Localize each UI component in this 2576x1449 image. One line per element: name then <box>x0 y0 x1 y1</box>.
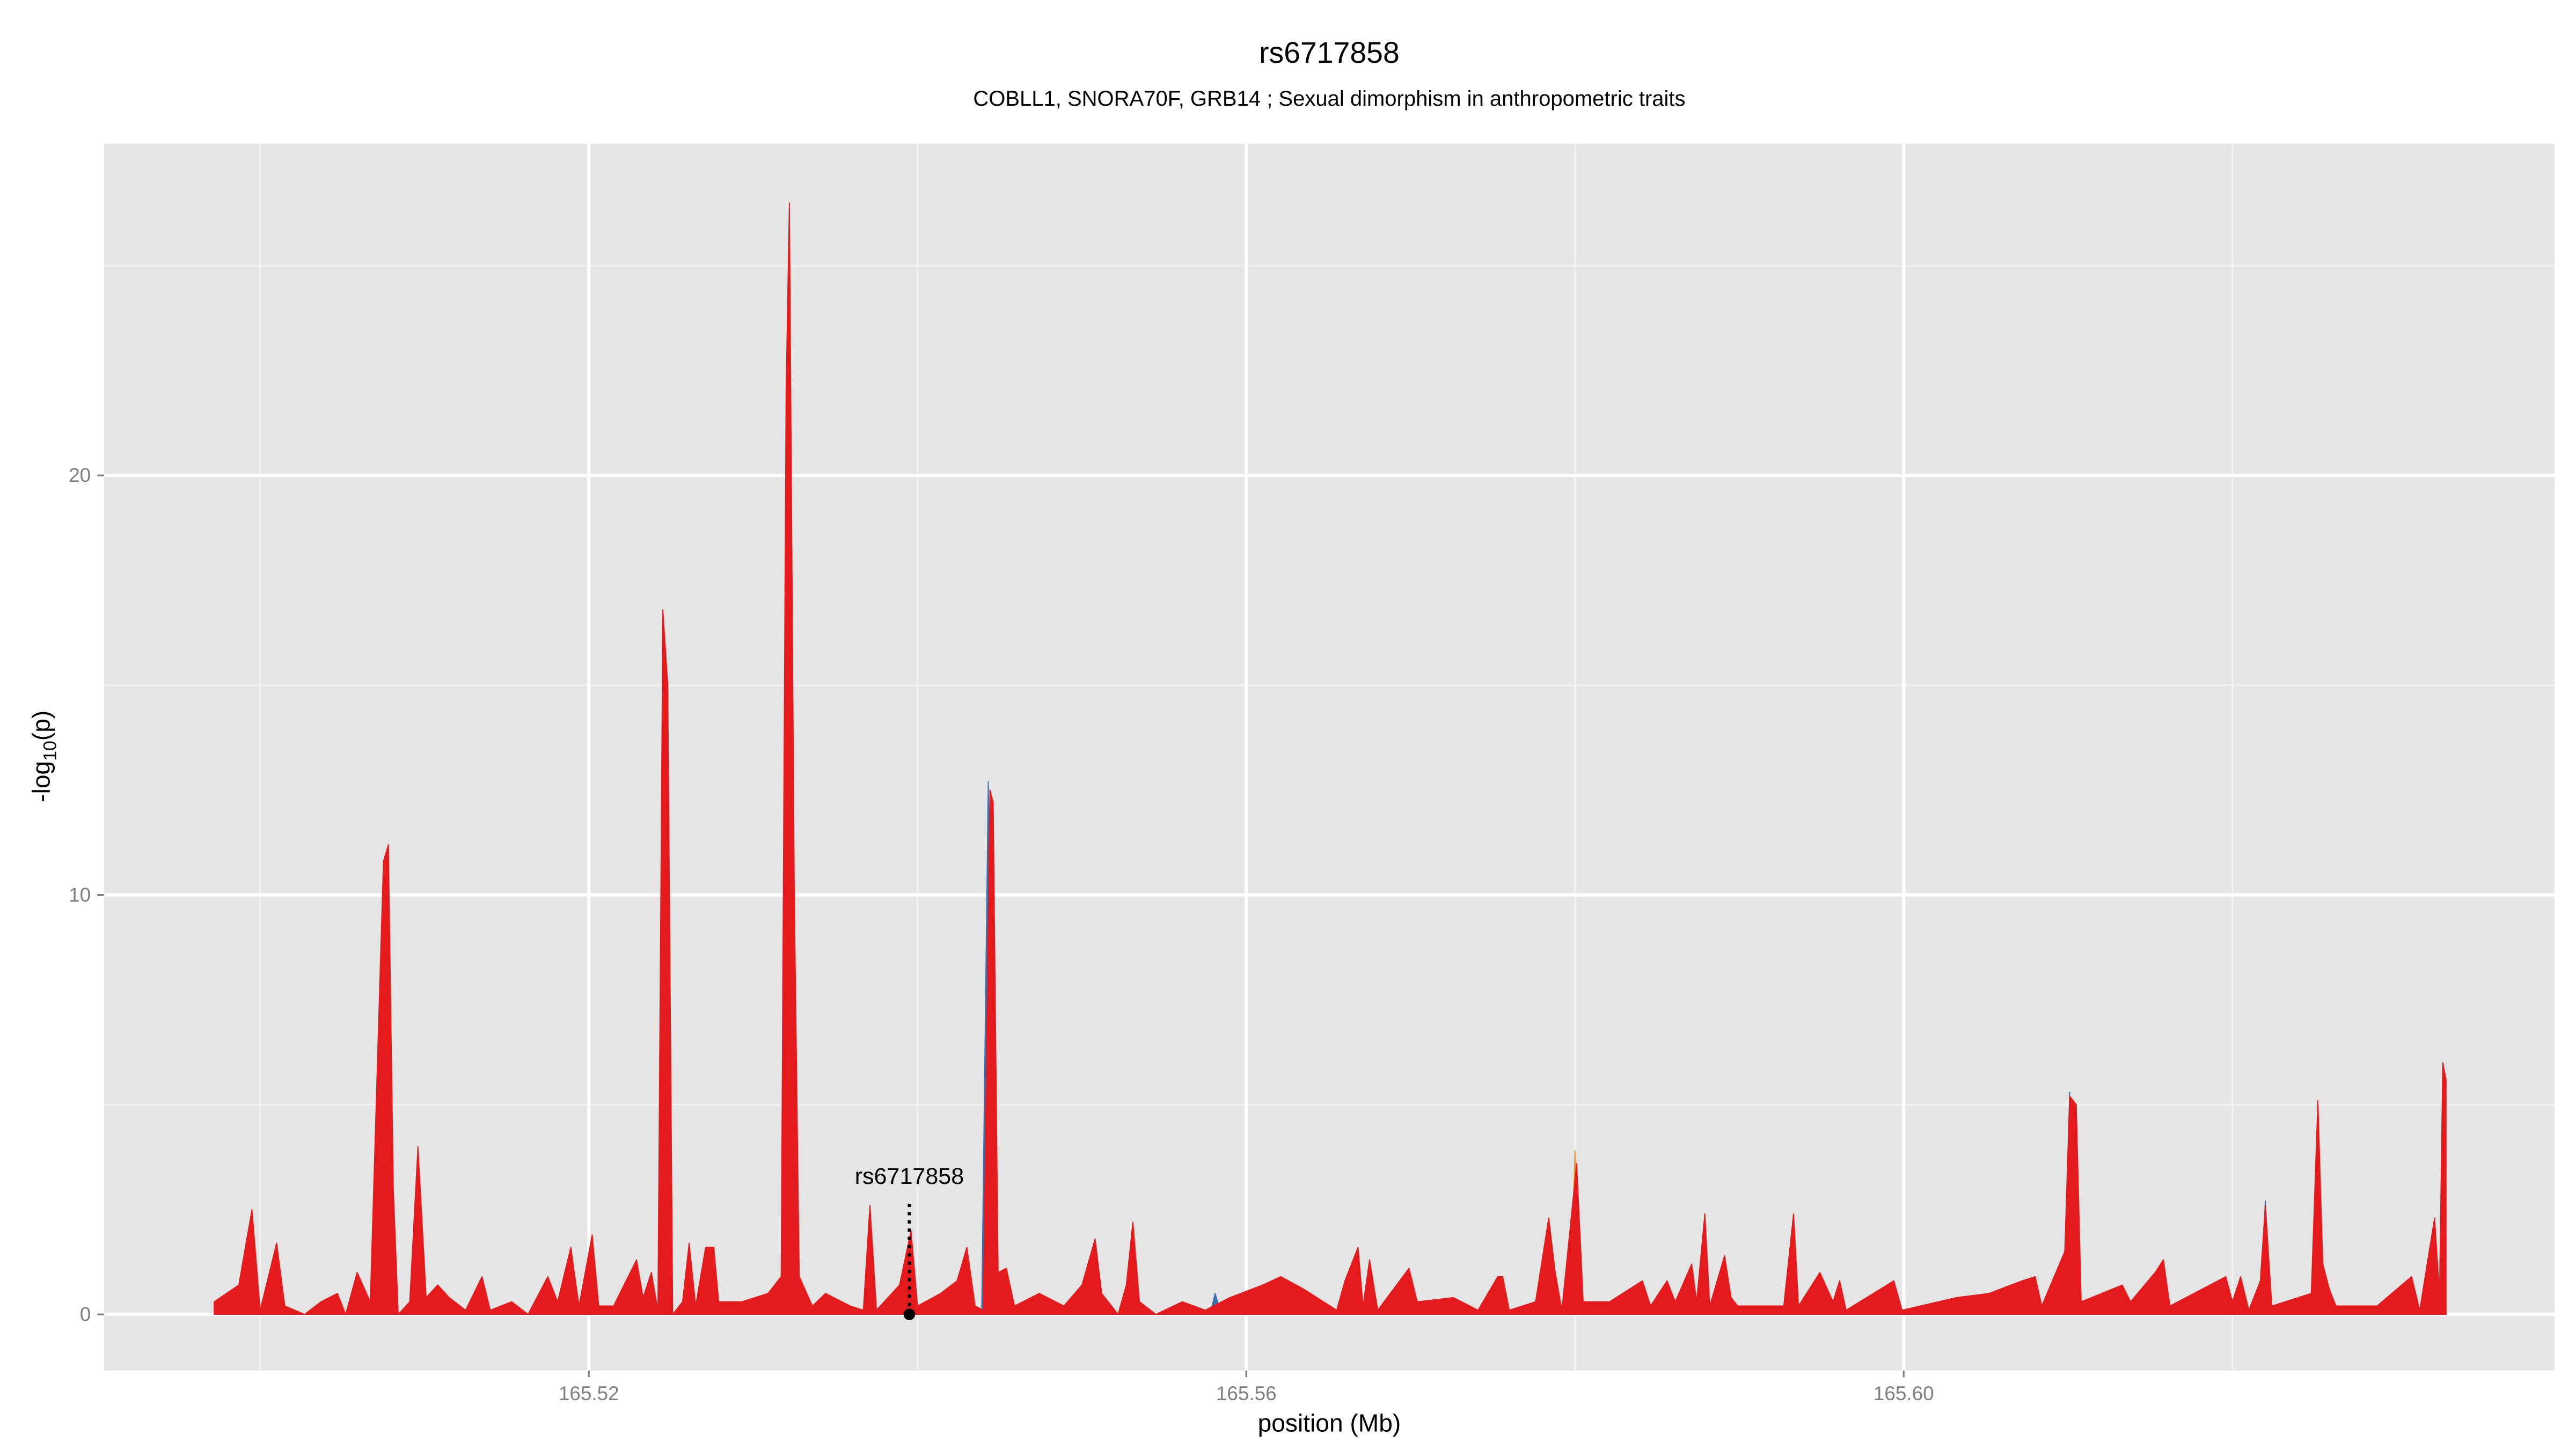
plot-background <box>104 143 2555 1371</box>
y-tick-label: 10 <box>69 884 91 906</box>
y-label-main: -log <box>27 761 55 802</box>
area <box>214 202 2447 1315</box>
x-tick-label: 165.56 <box>1216 1382 1277 1404</box>
y-axis-label: -log10(p) <box>27 711 60 802</box>
chart-title: rs6717858 <box>1259 36 1400 69</box>
x-tick-label: 165.60 <box>1874 1382 1934 1404</box>
y-tick-label: 0 <box>80 1303 91 1325</box>
y-label-sub: 10 <box>40 741 61 761</box>
annotation-label: rs6717858 <box>855 1163 964 1189</box>
x-axis-label: position (Mb) <box>1258 1409 1401 1437</box>
y-tick-label: 20 <box>69 464 91 486</box>
y-label-tail: (p) <box>27 711 55 741</box>
x-tick-label: 165.52 <box>559 1382 619 1404</box>
chart-subtitle: COBLL1, SNORA70F, GRB14 ; Sexual dimorph… <box>973 87 1685 111</box>
annotation-point <box>903 1308 916 1320</box>
